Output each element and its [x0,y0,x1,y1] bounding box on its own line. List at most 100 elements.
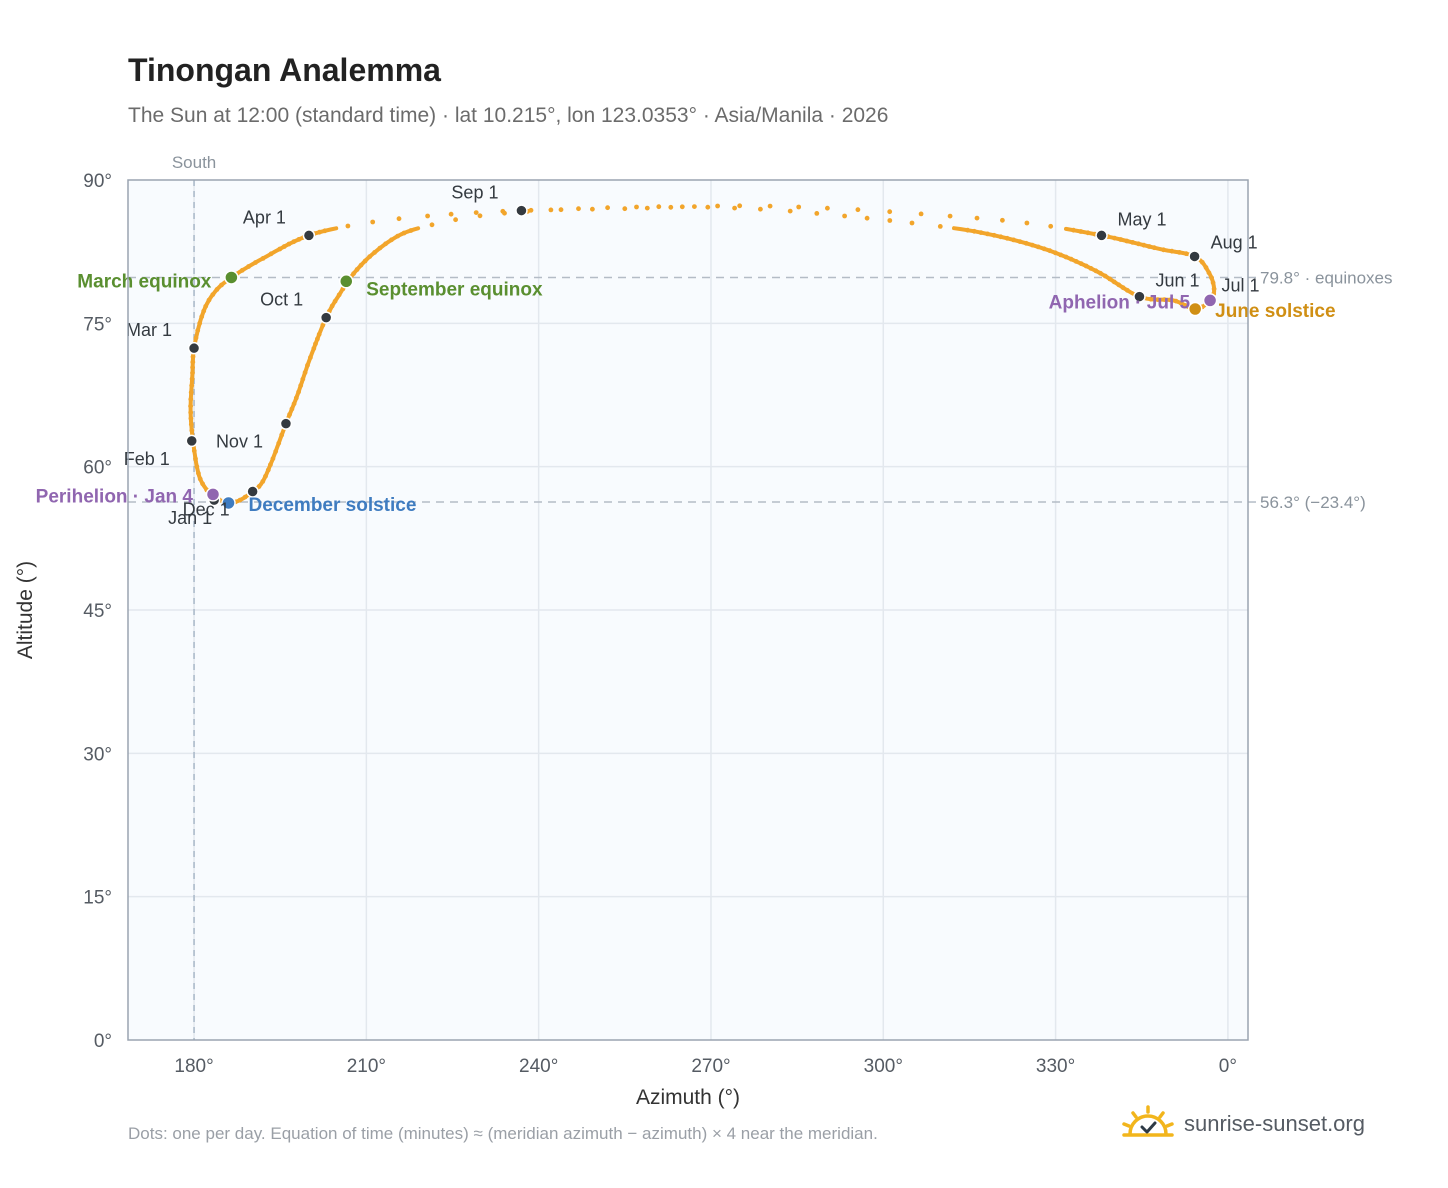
brand-logo[interactable]: sunrise-sunset.org [1120,1100,1365,1148]
day-dot [237,497,243,503]
day-dot [401,230,407,236]
day-dot [1112,235,1117,241]
day-dot [332,298,338,304]
day-dot [1155,297,1161,302]
day-dot [887,218,893,223]
month-marker [187,341,201,355]
day-dot [281,244,287,249]
day-dot [1118,237,1124,242]
day-dot [1068,256,1074,262]
day-dot [195,328,201,333]
day-dot [767,203,773,209]
south-label: South [172,153,216,172]
day-dot [276,440,282,446]
brand-name: sunrise-sunset.org [1184,1111,1365,1136]
day-dot [268,462,273,468]
month-marker [279,417,293,430]
day-dot [313,341,318,347]
day-dot [196,470,201,476]
day-dot [293,395,299,401]
day-dot [1078,229,1084,234]
day-dot [668,204,674,210]
event-label: Aphelion · Jul 5 [1049,292,1191,313]
day-dot [937,224,943,229]
day-dot [351,271,356,276]
day-dot [1023,240,1029,246]
day-dot [190,365,196,370]
day-dot [1206,270,1212,276]
y-tick-label: 30° [83,744,112,765]
day-dot [887,209,893,215]
month-marker [1095,229,1108,242]
day-dot [291,401,297,407]
day-dot [322,228,328,234]
day-dot [448,211,454,217]
day-dot [188,416,194,421]
x-axis-label: Azimuth (°) [636,1086,740,1109]
day-dot [336,292,342,298]
day-dot [253,260,258,265]
day-dot [692,204,697,210]
month-label: Jun 1 [1155,271,1199,291]
day-dot [377,245,383,251]
day-dot [296,389,301,395]
day-dot [1141,242,1147,248]
day-dot [1085,230,1091,236]
month-marker [1133,290,1146,303]
day-dot [715,203,720,209]
day-dot [1124,287,1130,293]
day-dot [1161,247,1166,253]
day-dot [576,206,581,212]
day-dot [291,239,297,245]
month-label: Apr 1 [243,207,286,227]
day-dot [622,206,628,212]
day-dot [502,210,507,216]
grid [128,180,1248,1040]
plot-frame [127,179,1249,1041]
day-dot [985,231,990,237]
day-dot [1183,303,1188,308]
day-dot [210,292,216,297]
day-dot [214,287,220,292]
day-dot [296,237,302,242]
day-dot [320,322,326,328]
day-dot [1017,239,1023,245]
day-dot [201,308,207,314]
day-dot [189,376,195,382]
day-dot [354,267,360,272]
day-dot [1041,246,1047,252]
day-dot [256,484,262,489]
day-dot [855,207,861,213]
y-tick-label: 60° [83,458,112,479]
x-tick-label: 0° [1219,1056,1237,1077]
day-dot [1004,235,1010,241]
day-dot [656,204,662,210]
day-dot [1102,273,1108,279]
day-dot [1177,250,1182,255]
day-dot [558,207,564,213]
day-dot [305,362,310,368]
day-dot [1210,280,1216,286]
markers [185,204,1218,511]
month-label: Sep 1 [451,183,498,203]
day-dot [814,211,820,216]
day-dot [991,232,997,238]
day-dot [1148,296,1154,302]
day-dot [298,383,304,388]
day-dot [219,282,224,288]
day-dot [1088,266,1094,271]
day-dot [190,359,196,365]
day-dot [268,251,274,257]
day-dot [1136,241,1141,247]
month-label: Aug 1 [1211,232,1258,252]
day-dot [1048,223,1054,229]
y-tick-label: 0° [94,1031,112,1052]
day-dot [287,412,292,417]
chart-title: Tinongan Analemma [128,52,441,88]
event-marker [205,487,221,502]
day-dot [279,432,285,438]
day-dot [316,331,322,337]
month-marker [185,434,199,448]
day-dot [605,205,610,211]
